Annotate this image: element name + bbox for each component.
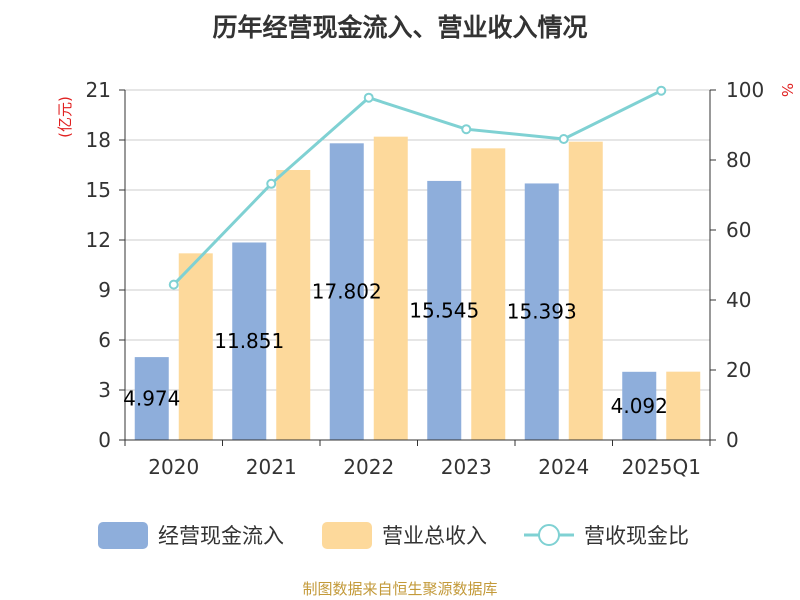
- y-left-tick-label: 3: [98, 378, 111, 402]
- ratio-point: [461, 124, 472, 135]
- y-left-tick-label: 15: [86, 178, 111, 202]
- y-right-tick-label: 100: [726, 78, 764, 102]
- ratio-line: [168, 85, 667, 290]
- y-right-tick-label: 0: [726, 428, 739, 452]
- ratio-line-path: [172, 89, 662, 286]
- data-label: 15.545: [409, 298, 479, 322]
- bar-revenue: [276, 170, 311, 440]
- bar-cash-inflow: [622, 371, 657, 440]
- legend-marker: [538, 524, 560, 546]
- y-left-tick-label: 18: [86, 128, 111, 152]
- y-left-tick-label: 9: [98, 278, 111, 302]
- y-right-tick-label: 40: [726, 288, 751, 312]
- bar-revenue: [471, 148, 506, 441]
- x-tick-label: 2020: [148, 455, 199, 479]
- source-note: 制图数据来自恒生聚源数据库: [302, 580, 498, 598]
- bar-revenue: [373, 136, 408, 440]
- data-labels: 4.974 11.851 17.802 15.545 15.393 4.092: [123, 280, 668, 418]
- x-tick-label: 2024: [538, 455, 589, 479]
- y-left-tick-label: 0: [98, 428, 111, 452]
- data-label: 4.092: [611, 394, 668, 418]
- y-right-unit: %: [778, 83, 796, 97]
- bar-cash-inflow: [134, 357, 169, 440]
- bar-revenue: [568, 141, 603, 440]
- y-left-unit: (亿元): [56, 96, 74, 138]
- y-left-tick-label: 12: [86, 228, 111, 252]
- ratio-point: [656, 85, 667, 96]
- data-label: 11.851: [214, 329, 284, 353]
- x-tick-label: 2022: [343, 455, 394, 479]
- x-tick-label: 2023: [441, 455, 492, 479]
- bar-cash-inflow: [524, 183, 559, 440]
- y-right-tick-label: 20: [726, 358, 751, 382]
- y-left-tick-label: 21: [86, 78, 111, 102]
- legend-label: 经营现金流入: [158, 524, 284, 548]
- chart-title: 历年经营现金流入、营业收入情况: [212, 13, 588, 42]
- bar-cash-inflow: [329, 143, 364, 441]
- ratio-point: [558, 134, 569, 144]
- axes: 0 3 6 9 12 15 18 21 0 20 40 60 80 100 (亿元)% 2020 2021 202…: [56, 78, 796, 479]
- data-label: 15.393: [507, 300, 577, 324]
- x-tick-label: 2025Q1: [622, 455, 701, 479]
- bar-revenue: [666, 371, 701, 440]
- bar-revenue: [178, 253, 213, 440]
- data-label: 17.802: [312, 280, 382, 304]
- bars: [134, 136, 701, 441]
- bar-cash-inflow: [232, 242, 267, 440]
- legend-label: 营收现金比: [584, 524, 689, 548]
- y-right-tick-label: 80: [726, 148, 751, 172]
- y-left-tick-label: 6: [98, 328, 111, 352]
- legend: 经营现金流入 营业总收入 营收现金比: [98, 522, 689, 549]
- legend-swatch: [322, 522, 372, 549]
- x-tick-label: 2021: [246, 455, 297, 479]
- bar-cash-inflow: [427, 180, 462, 440]
- y-right-tick-label: 60: [726, 218, 751, 242]
- data-label: 4.974: [123, 387, 180, 411]
- ratio-point: [363, 92, 374, 103]
- legend-swatch: [98, 522, 148, 549]
- ratio-point: [266, 178, 277, 189]
- grid-lines: [125, 89, 710, 391]
- ratio-point: [168, 279, 179, 290]
- legend-label: 营业总收入: [382, 524, 487, 548]
